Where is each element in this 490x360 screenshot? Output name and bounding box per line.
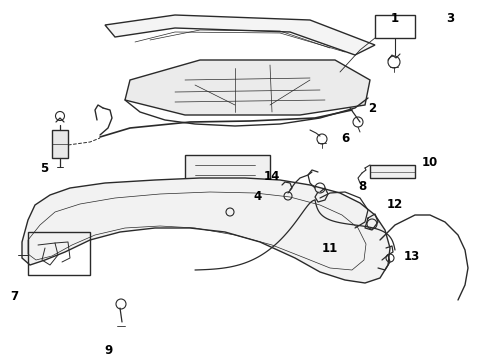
Polygon shape [105,15,375,55]
Text: 11: 11 [322,242,338,255]
Text: 6: 6 [341,131,349,144]
Polygon shape [125,60,370,115]
Polygon shape [52,130,68,158]
Text: 5: 5 [40,162,48,175]
Text: 10: 10 [422,156,438,168]
Text: 8: 8 [358,180,366,193]
Text: 4: 4 [254,189,262,202]
Text: 12: 12 [387,198,403,211]
Text: 1: 1 [391,12,399,24]
Polygon shape [185,155,270,190]
Text: 3: 3 [446,12,454,24]
Text: 14: 14 [264,170,280,183]
Polygon shape [370,165,415,178]
Text: 9: 9 [104,343,112,356]
Text: 7: 7 [10,289,18,302]
Polygon shape [22,178,390,283]
Text: 13: 13 [404,249,420,262]
Text: 2: 2 [368,102,376,114]
